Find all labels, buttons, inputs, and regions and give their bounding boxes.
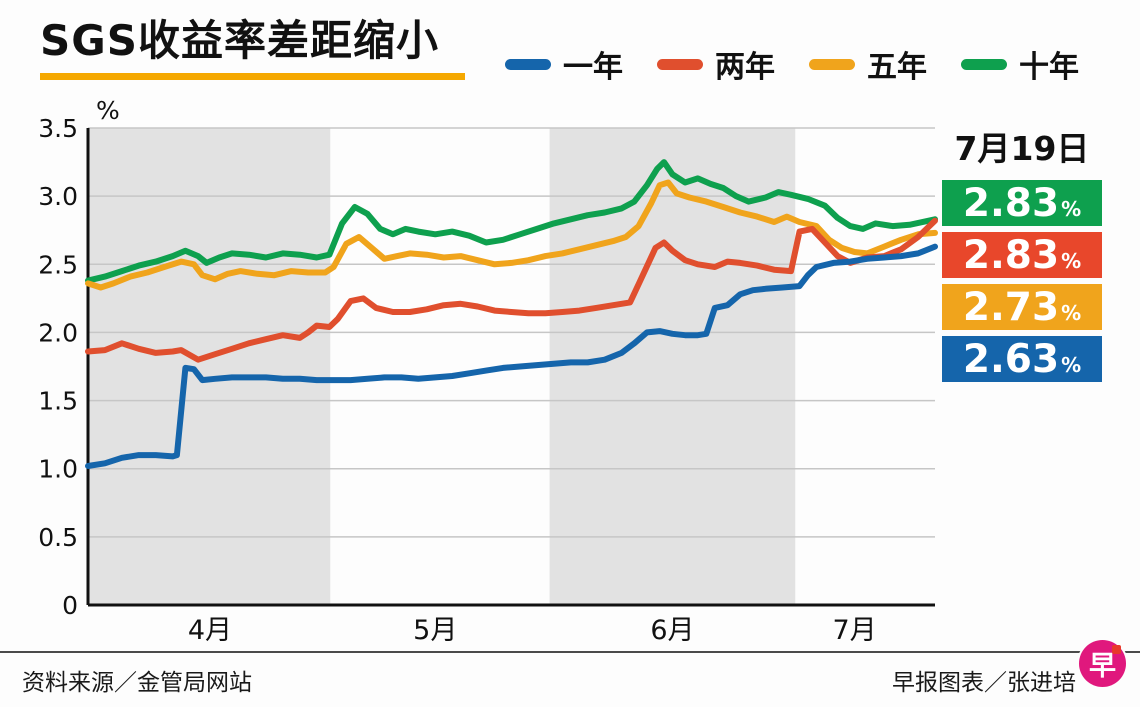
series-line-两年 [85,217,938,363]
legend-swatch-red [657,58,703,70]
logo-accent-dot [1112,645,1121,654]
x-tick-label: 6月 [650,615,694,646]
series-line-一年 [85,243,938,469]
zaobao-logo: 早 [1079,640,1126,687]
x-tick-label: 4月 [188,615,232,646]
legend-swatch-yellow [809,58,855,70]
source-text: 资料来源／金管局网站 [22,670,252,696]
footer: 资料来源／金管局网站 早报图表／张进培 [0,651,1140,707]
legend-label: 两年 [715,50,775,85]
y-tick-label: 3.0 [38,182,78,211]
month-shading-band [88,128,331,605]
y-tick-label: 0 [62,591,78,620]
legend-item-2yr: 两年 [657,42,775,86]
value-text: 2.63 [962,336,1060,382]
logo-glyph: 早 [1089,651,1116,682]
legend-item-10yr: 十年 [961,42,1079,86]
value-unit: % [1061,197,1082,221]
legend-label: 一年 [563,50,623,85]
callout-date: 7月19日 [954,129,1090,168]
value-unit: % [1061,249,1082,273]
x-tick-label: 5月 [413,615,457,646]
y-axis-unit-label: % [96,96,120,125]
legend-item-1yr: 一年 [505,42,623,86]
y-tick-label: 1.5 [38,387,78,416]
y-tick-label: 3.5 [38,118,78,143]
value-box-1yr: 2.63 % [942,336,1102,382]
y-tick-label: 1.0 [38,455,78,484]
y-tick-label: 2.5 [38,250,78,279]
legend-item-5yr: 五年 [809,42,927,86]
value-text: 2.83 [962,232,1060,278]
value-box-10yr: 2.83 % [942,180,1102,226]
value-text: 2.83 [962,180,1060,226]
value-box-2yr: 2.83 % [942,232,1102,278]
legend-label: 五年 [867,50,927,85]
latest-values-callout: 7月19日 2.83 % 2.83 % 2.73 % 2.63 % [942,122,1102,388]
series-line-五年 [85,179,938,291]
legend-swatch-green [961,58,1007,70]
title-underline [40,73,465,81]
month-shading-band [549,128,796,605]
value-text: 2.73 [962,284,1060,330]
x-tick-label: 7月 [832,615,876,646]
page-title: SGS收益率差距缩小 [40,16,439,65]
legend-label: 十年 [1019,50,1079,85]
y-tick-label: 2.0 [38,318,78,347]
value-unit: % [1061,353,1082,377]
series-line-十年 [85,159,938,284]
legend-swatch-blue [505,58,551,70]
value-box-5yr: 2.73 % [942,284,1102,330]
chart-legend: 一年 两年 五年 十年 [505,42,1079,86]
value-unit: % [1061,301,1082,325]
line-chart: 3.5 3.0 2.5 2.0 1.5 1.0 0.5 0 4月 5月 6月 7月 [38,118,938,646]
header: SGS收益率差距缩小 [40,16,465,81]
y-tick-label: 0.5 [38,523,78,552]
credit-text: 早报图表／张进培 [892,670,1076,696]
